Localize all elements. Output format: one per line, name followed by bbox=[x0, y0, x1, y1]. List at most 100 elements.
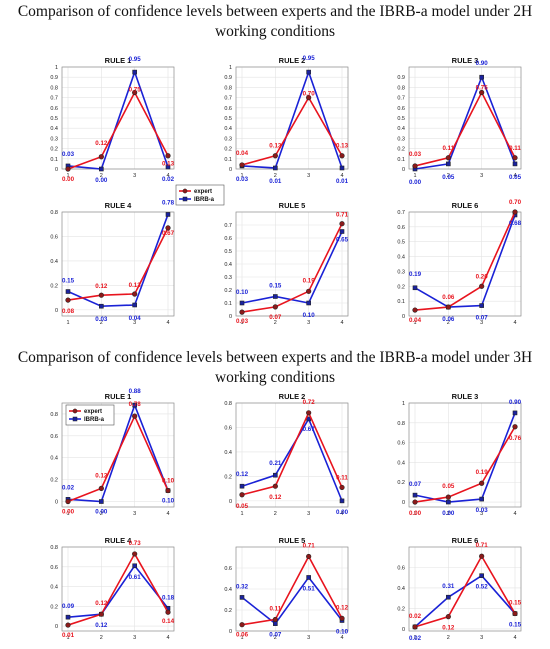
legend-box bbox=[65, 404, 115, 426]
expert-point bbox=[412, 499, 418, 505]
y-tick-label: 0 bbox=[55, 308, 58, 314]
expert-point bbox=[132, 551, 138, 557]
expert-point bbox=[272, 304, 278, 310]
data-label: 0.31 bbox=[442, 583, 455, 590]
x-tick-label: 1 bbox=[66, 173, 69, 179]
data-label: 0.10 bbox=[162, 478, 175, 485]
expert-point bbox=[512, 155, 518, 161]
x-tick-label: 2 bbox=[447, 320, 450, 326]
ibrb-a-point bbox=[273, 621, 278, 626]
expert-point bbox=[132, 89, 138, 96]
data-label: 0.02 bbox=[62, 484, 75, 491]
expert-point bbox=[65, 297, 71, 303]
ibrb-a-point bbox=[412, 492, 418, 498]
ibrb-a-point bbox=[132, 402, 137, 408]
data-label: 0.52 bbox=[476, 584, 489, 591]
ibrb-a-point bbox=[306, 300, 311, 306]
x-tick-label: 1 bbox=[413, 635, 416, 641]
data-label: 0.06 bbox=[442, 316, 455, 323]
expert-point bbox=[239, 162, 245, 168]
x-tick-label: 3 bbox=[133, 635, 136, 641]
chart-title: RULE 4 bbox=[105, 201, 133, 210]
data-label: 0.11 bbox=[336, 474, 348, 481]
data-label: 0.20 bbox=[476, 273, 489, 280]
y-tick-label: 0 bbox=[55, 167, 58, 173]
y-tick-label: 0 bbox=[229, 314, 232, 320]
y-tick-label: 0 bbox=[402, 167, 405, 173]
y-tick-label: 0 bbox=[229, 629, 232, 635]
series-line-expert bbox=[414, 90, 516, 167]
series-line-ibrb-a bbox=[241, 576, 343, 625]
data-label: 0.05 bbox=[442, 483, 455, 490]
data-label: 0.19 bbox=[476, 469, 489, 476]
data-label: 0.01 bbox=[269, 178, 282, 185]
series-line-expert bbox=[241, 223, 343, 313]
ibrb-a-point bbox=[512, 161, 518, 167]
x-tick-label: 1 bbox=[413, 511, 416, 517]
data-label: 0.00 bbox=[409, 510, 422, 517]
x-tick-label: 4 bbox=[513, 511, 516, 517]
data-label: 0.11 bbox=[442, 145, 454, 152]
series-line-expert bbox=[67, 552, 169, 626]
plot-frame bbox=[235, 402, 349, 508]
y-tick-label: 0 bbox=[229, 499, 232, 505]
y-tick-label: 0.6 bbox=[50, 106, 58, 112]
expert-point bbox=[239, 492, 245, 498]
y-tick-label: 0.7 bbox=[224, 223, 232, 229]
series-line-expert bbox=[67, 414, 169, 503]
data-label: 0.15 bbox=[509, 600, 522, 607]
y-tick-label: 0.3 bbox=[397, 269, 405, 275]
y-tick-label: 0.2 bbox=[50, 147, 58, 153]
y-tick-label: 0 bbox=[55, 624, 58, 630]
legend-label: IBRB-a bbox=[84, 417, 105, 423]
data-label: 0.10 bbox=[162, 498, 175, 505]
y-tick-label: 0.9 bbox=[50, 75, 58, 81]
x-tick-label: 1 bbox=[66, 635, 69, 641]
ibrb-a-point bbox=[339, 498, 345, 504]
expert-point bbox=[479, 89, 485, 96]
plot-frame bbox=[408, 211, 522, 317]
expert-point bbox=[98, 154, 104, 160]
y-tick-label: 0.7 bbox=[397, 96, 405, 102]
y-tick-label: 0.2 bbox=[397, 284, 405, 290]
series-line-expert bbox=[241, 410, 343, 496]
y-tick-label: 0.8 bbox=[224, 85, 232, 91]
y-tick-label: 0.8 bbox=[50, 85, 58, 91]
y-tick-label: 0.4 bbox=[50, 126, 58, 132]
data-label: 0.71 bbox=[303, 542, 316, 549]
expert-point bbox=[65, 166, 71, 172]
x-tick-label: 3 bbox=[307, 635, 310, 641]
data-label: 0.21 bbox=[269, 460, 282, 467]
y-tick-label: 0.8 bbox=[50, 412, 58, 418]
x-tick-label: 3 bbox=[307, 320, 310, 326]
y-tick-label: 0.4 bbox=[224, 450, 232, 456]
y-tick-label: 0.6 bbox=[50, 565, 58, 571]
y-tick-label: 0.5 bbox=[224, 116, 232, 122]
chart-title: RULE 1 bbox=[105, 392, 132, 401]
chart-panel-9: 0 0.2 0.4 0.6 0.8 1 1 2 3 4 RULE 3 0.00 0.05 0.19 0.76… bbox=[397, 392, 521, 517]
y-tick-label: 0.6 bbox=[50, 434, 58, 440]
ibrb-a-point bbox=[306, 575, 311, 580]
data-label: 0.10 bbox=[336, 629, 349, 636]
expert-point bbox=[65, 498, 71, 505]
expert-point bbox=[272, 153, 278, 159]
x-tick-label: 1 bbox=[413, 320, 416, 326]
expert-point bbox=[512, 424, 518, 430]
series-line-ibrb-a bbox=[241, 231, 343, 304]
expert-point bbox=[272, 483, 278, 489]
data-label: 0.12 bbox=[95, 140, 108, 147]
legend-marker-ibrb-a bbox=[72, 416, 78, 422]
expert-point bbox=[272, 616, 278, 623]
data-label: 0.51 bbox=[303, 585, 316, 592]
ibrb-a-point bbox=[65, 614, 71, 620]
chart-panel-7: 0 0.2 0.4 0.6 0.8 1 2 3 4 RULE 1 0.00 0.12 0.78 0.10 0… bbox=[50, 388, 174, 517]
chart-panel-4: 0 0.2 0.4 0.6 0.8 1 2 3 4 RULE 4 0.08 0.12 0.13 0.67 0… bbox=[50, 184, 225, 326]
y-tick-label: 0.7 bbox=[397, 210, 405, 216]
x-tick-label: 4 bbox=[513, 173, 516, 179]
section-title-2h: Comparison of confidence levels between … bbox=[17, 3, 533, 40]
data-label: 0.10 bbox=[236, 289, 249, 296]
y-tick-label: 0.8 bbox=[397, 421, 405, 427]
data-label: 0.15 bbox=[509, 622, 522, 629]
y-tick-label: 0.8 bbox=[224, 401, 232, 407]
